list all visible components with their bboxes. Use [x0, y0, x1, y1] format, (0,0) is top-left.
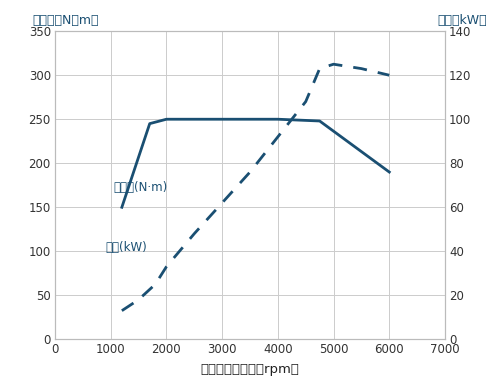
Text: 出力（kW）: 出力（kW）	[438, 14, 488, 27]
Text: 出力(kW): 出力(kW)	[105, 241, 147, 254]
Text: トルク（N・m）: トルク（N・m）	[32, 14, 99, 27]
X-axis label: エンジン回転数（rpm）: エンジン回転数（rpm）	[200, 363, 300, 376]
Text: トルク(N·m): トルク(N·m)	[114, 181, 168, 194]
